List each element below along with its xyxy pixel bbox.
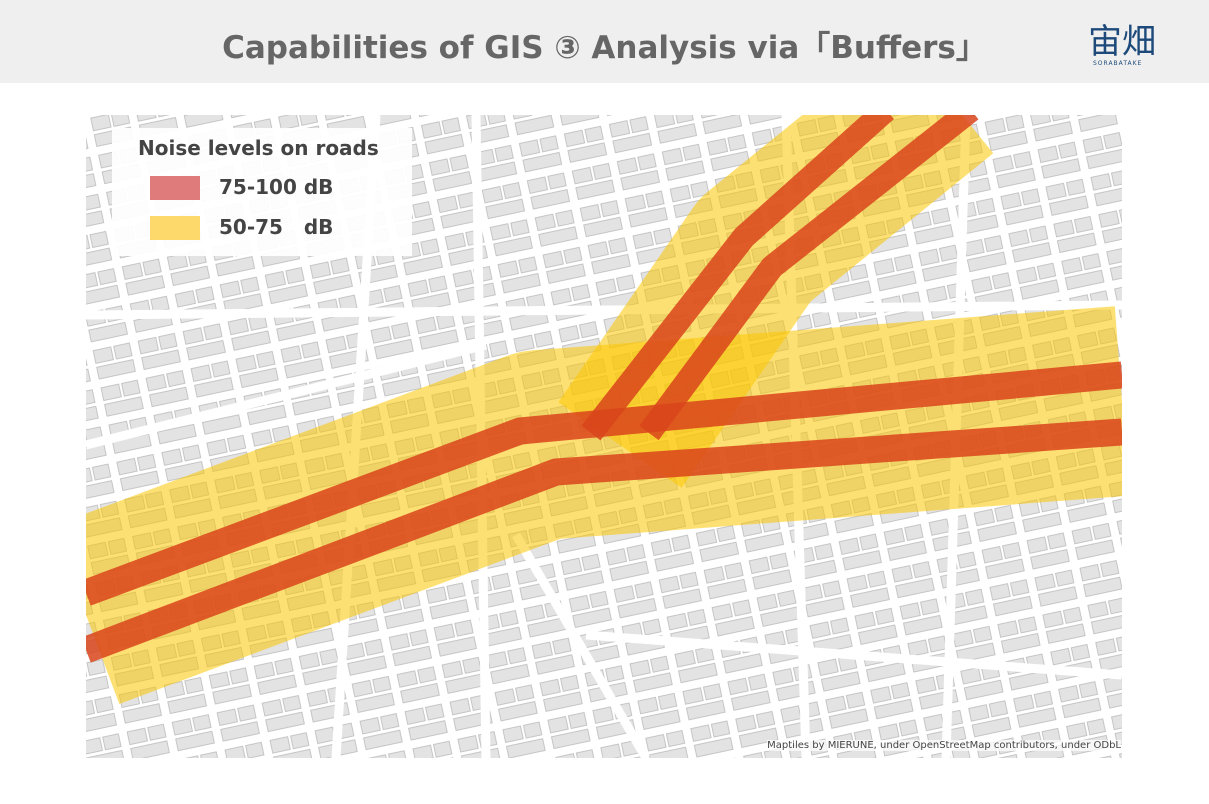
header (0, 0, 1209, 83)
logo-subtitle: SORABATAKE (1093, 60, 1143, 67)
title: Capabilities of GIS ③ Analysis via「Buffe… (222, 30, 987, 66)
legend-swatch (150, 176, 200, 200)
legend: Noise levels on roads 75-100 dB 50-75 dB (112, 128, 412, 256)
legend-label: 75-100 dB (219, 175, 334, 199)
logo: 宙畑 (1088, 22, 1156, 62)
legend-label: 50-75 dB (219, 215, 334, 239)
legend-title: Noise levels on roads (138, 136, 379, 160)
legend-swatch (150, 216, 200, 240)
attribution: Maptiles by MIERUNE, under OpenStreetMap… (767, 740, 1121, 751)
